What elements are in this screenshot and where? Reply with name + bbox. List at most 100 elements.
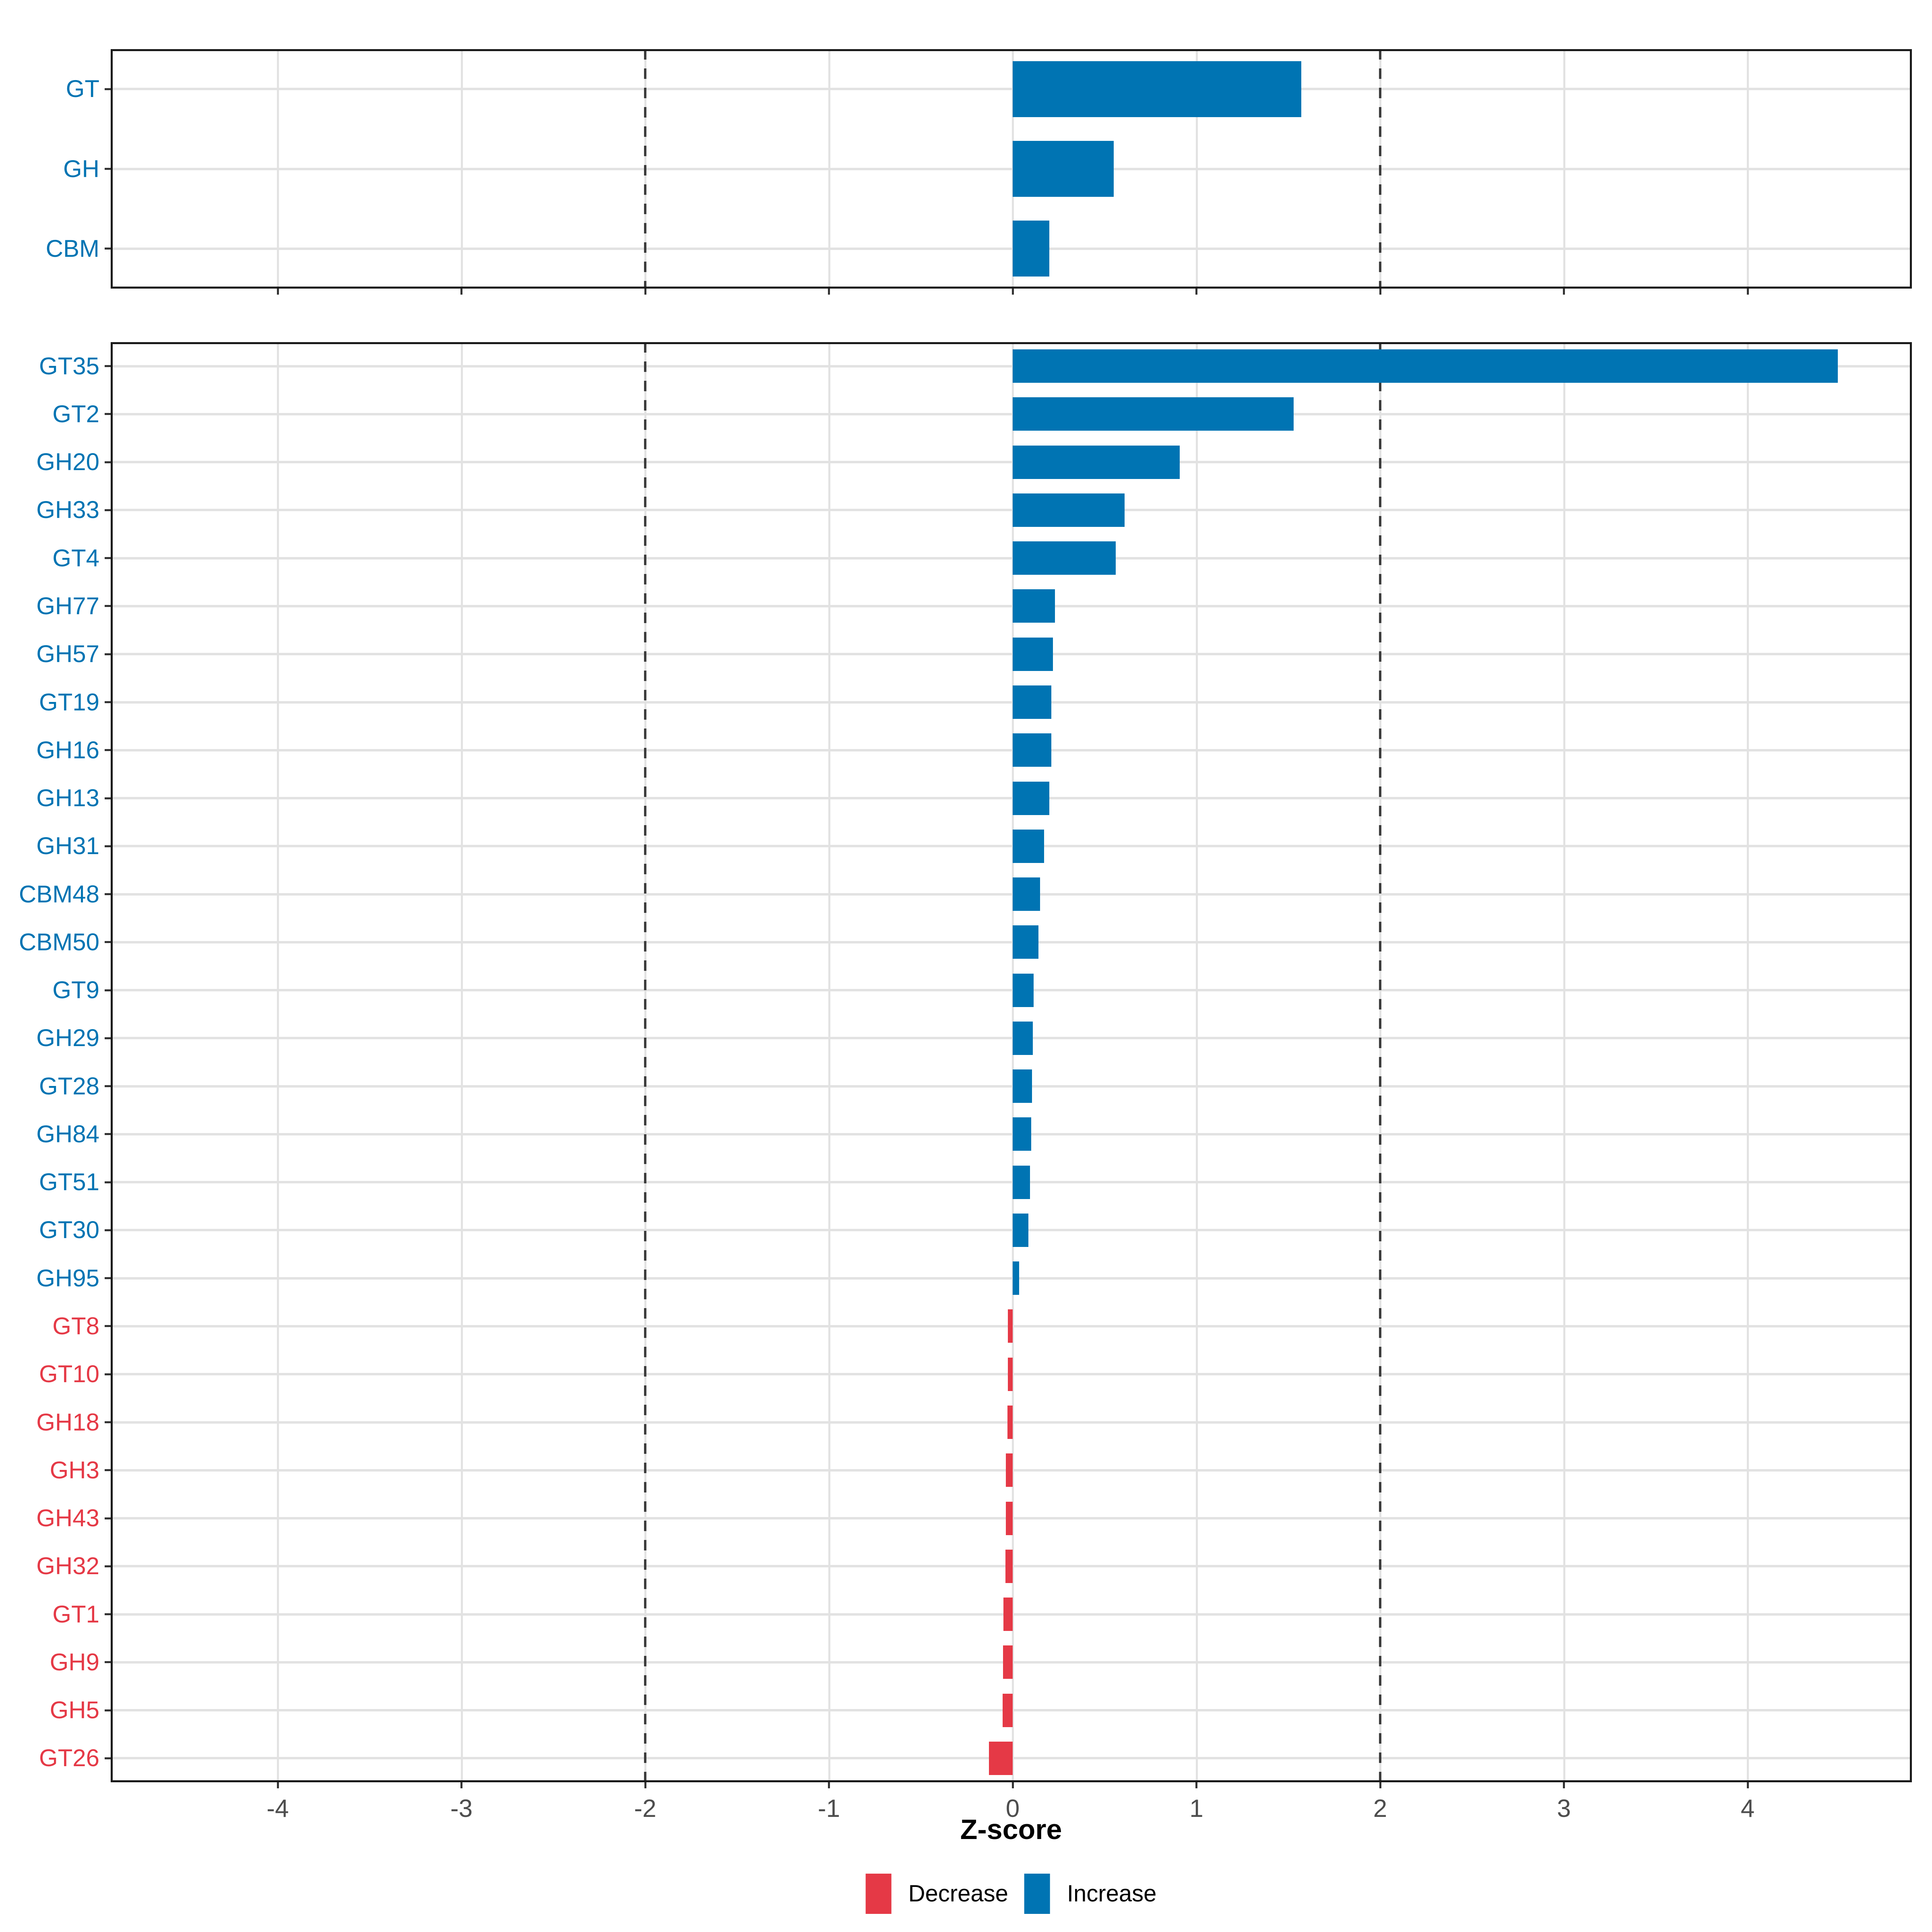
bar-GT9	[1013, 973, 1034, 1007]
x-tick	[828, 289, 830, 295]
category-label-GT35: GT35	[39, 352, 99, 380]
x-tick	[1195, 289, 1197, 295]
category-label-GH43: GH43	[36, 1505, 99, 1532]
x-tick-label: -2	[634, 1795, 656, 1823]
category-label-GH77: GH77	[36, 592, 99, 619]
y-tick	[105, 653, 111, 655]
gridline-horizontal	[111, 893, 1912, 896]
bar-GH77	[1013, 589, 1055, 623]
category-label-GT30: GT30	[39, 1216, 99, 1244]
gridline-horizontal	[111, 1277, 1912, 1280]
y-tick	[105, 1613, 111, 1616]
y-tick	[105, 1661, 111, 1664]
x-axis-title: Z-score	[960, 1814, 1062, 1845]
gridline-vertical	[1563, 342, 1565, 1782]
bar-CBM48	[1013, 877, 1040, 911]
gridline-horizontal	[111, 1037, 1912, 1040]
category-label-GT2: GT2	[52, 400, 99, 427]
x-tick	[1746, 1782, 1749, 1788]
y-tick	[105, 1229, 111, 1231]
category-label-GT4: GT4	[52, 544, 99, 572]
category-label-GH20: GH20	[36, 448, 99, 476]
x-tick	[460, 289, 462, 295]
bar-GT51	[1013, 1165, 1030, 1199]
bar-GT28	[1013, 1069, 1032, 1103]
gridline-horizontal	[111, 989, 1912, 992]
gridline-vertical	[460, 49, 463, 289]
x-tick-label: 2	[1373, 1795, 1387, 1823]
gridline-horizontal	[111, 247, 1912, 250]
gridline-vertical	[828, 49, 830, 289]
bar-GT19	[1013, 685, 1051, 719]
gridline-horizontal	[111, 1181, 1912, 1184]
x-tick-label: -1	[817, 1795, 840, 1823]
gridline-vertical	[1195, 342, 1198, 1782]
gridline-vertical	[277, 342, 279, 1782]
category-label-GT10: GT10	[39, 1360, 99, 1388]
panel-border	[111, 49, 1912, 289]
bar-GH20	[1013, 445, 1180, 479]
y-tick	[105, 413, 111, 415]
bar-GT2	[1013, 397, 1294, 431]
gridline-vertical	[1747, 342, 1749, 1782]
x-tick-label: 4	[1740, 1795, 1755, 1823]
bar-GH13	[1013, 781, 1050, 815]
y-tick	[105, 845, 111, 847]
category-label-GT: GT	[66, 75, 99, 103]
bar-GH32	[1005, 1549, 1013, 1583]
y-tick	[105, 1181, 111, 1183]
gridline-vertical	[460, 342, 463, 1782]
x-tick	[1379, 1782, 1381, 1788]
x-tick	[1746, 289, 1749, 295]
category-label-GH29: GH29	[36, 1024, 99, 1052]
category-label-GH13: GH13	[36, 784, 99, 812]
y-tick	[105, 1277, 111, 1280]
category-label-GH32: GH32	[36, 1552, 99, 1580]
bar-GH57	[1013, 637, 1053, 671]
y-tick	[105, 1469, 111, 1472]
gridline-vertical	[1012, 342, 1014, 1782]
category-label-GT9: GT9	[52, 976, 99, 1004]
gridline-horizontal	[111, 749, 1912, 751]
x-tick	[277, 1782, 279, 1788]
reference-dashed-line	[1379, 342, 1381, 1782]
category-label-GT8: GT8	[52, 1312, 99, 1340]
gridline-horizontal	[111, 509, 1912, 512]
legend-key-increase-swatch	[1024, 1874, 1050, 1914]
y-tick	[105, 1757, 111, 1759]
bar-GH29	[1013, 1021, 1033, 1055]
category-label-GT51: GT51	[39, 1168, 99, 1196]
y-tick	[105, 941, 111, 943]
category-label-GH18: GH18	[36, 1408, 99, 1436]
y-tick	[105, 989, 111, 991]
bar-GT1	[1003, 1598, 1013, 1631]
category-label-GH16: GH16	[36, 736, 99, 764]
x-tick	[644, 1782, 646, 1788]
bar-GH16	[1013, 733, 1051, 767]
panel-border	[111, 342, 1912, 1782]
legend-key-decrease-swatch	[865, 1874, 892, 1914]
x-tick	[1563, 1782, 1565, 1788]
y-tick	[105, 893, 111, 896]
x-tick	[1011, 1782, 1014, 1788]
category-label-GT26: GT26	[39, 1744, 99, 1772]
gridline-horizontal	[111, 941, 1912, 943]
category-label-GH33: GH33	[36, 496, 99, 524]
category-label-GH84: GH84	[36, 1120, 99, 1148]
bar-GH43	[1005, 1501, 1013, 1535]
gridline-horizontal	[111, 653, 1912, 656]
y-tick	[105, 1085, 111, 1088]
y-tick	[105, 461, 111, 463]
y-tick	[105, 1421, 111, 1423]
y-tick	[105, 749, 111, 751]
y-tick	[105, 1709, 111, 1711]
category-label-GH5: GH5	[50, 1697, 99, 1724]
y-tick	[105, 88, 111, 90]
x-tick-label: 0	[1005, 1795, 1020, 1823]
gridline-vertical	[1747, 49, 1749, 289]
category-label-CBM48: CBM48	[19, 880, 99, 908]
y-tick	[105, 1325, 111, 1327]
legend-label-increase: Increase	[1067, 1880, 1157, 1907]
legend-item-decrease: Decrease	[865, 1874, 1008, 1914]
